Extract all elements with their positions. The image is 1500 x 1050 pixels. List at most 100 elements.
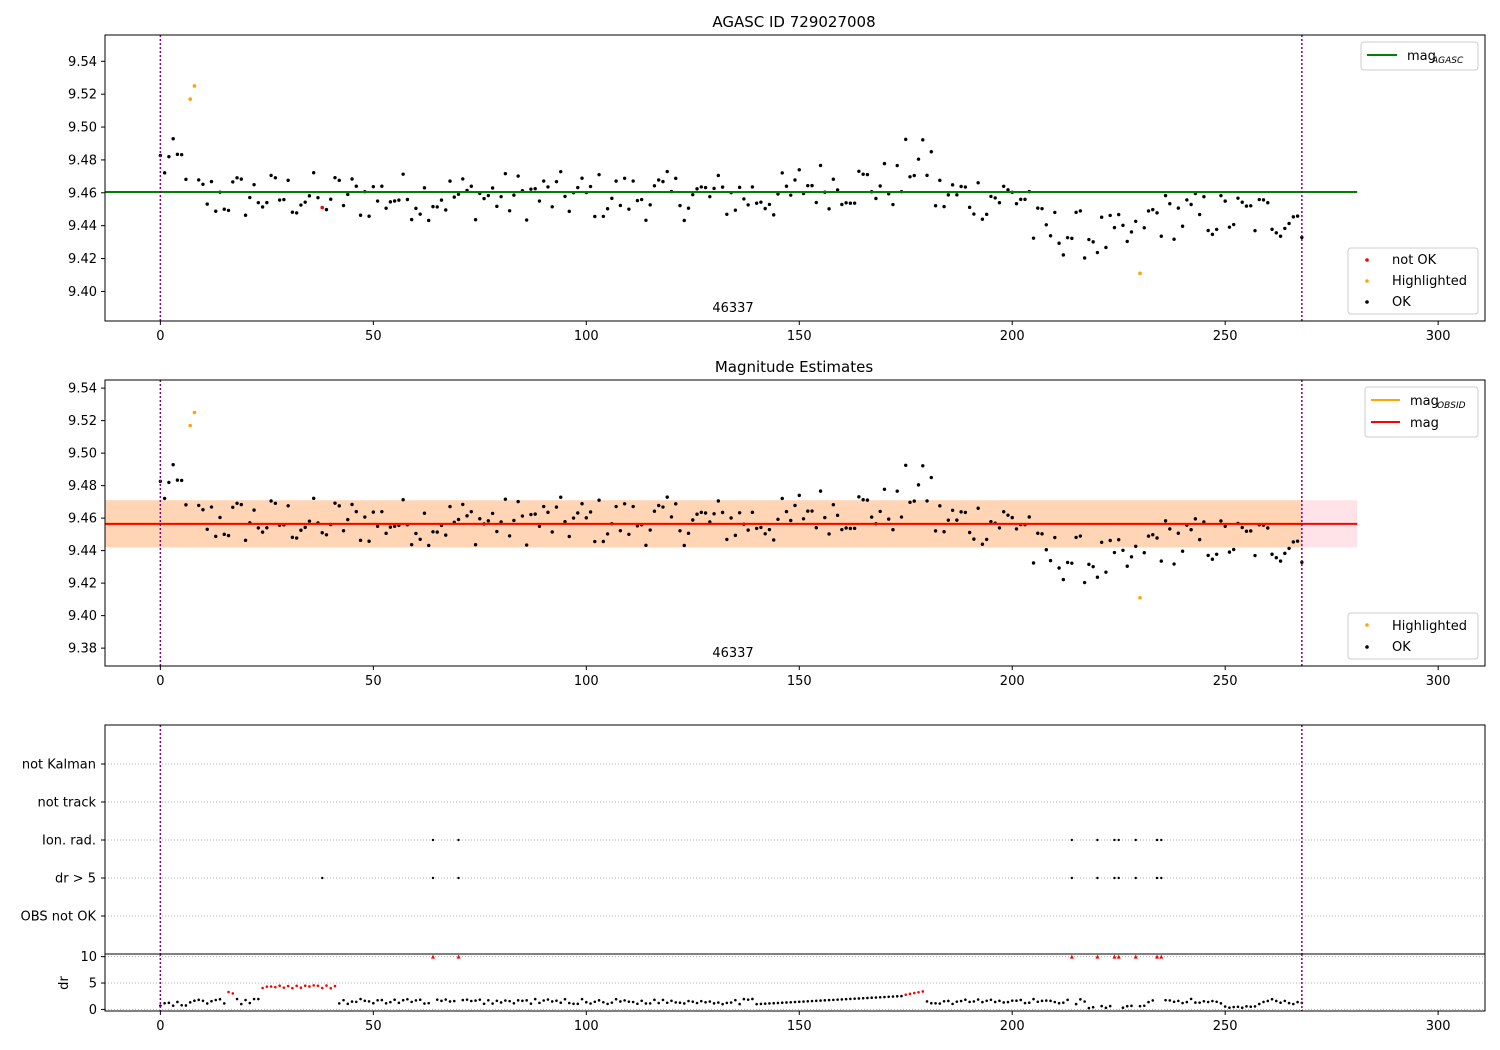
ok-point — [559, 495, 563, 499]
ok-point — [486, 519, 491, 523]
ok-point — [1274, 556, 1278, 560]
ok-point — [946, 518, 951, 522]
ok-point — [746, 528, 750, 532]
ok-point — [1214, 552, 1219, 557]
ok-point — [1287, 221, 1291, 226]
ok-point — [452, 195, 456, 199]
agasc-ytick-label: 9.44 — [68, 219, 97, 234]
ok-point — [925, 499, 929, 503]
dr-point — [891, 995, 895, 998]
ok-point — [972, 537, 976, 541]
dr-point — [482, 1002, 486, 1006]
ok-point — [776, 517, 780, 521]
ok-point — [529, 512, 533, 517]
ok-point — [601, 214, 606, 219]
ok-point — [1125, 239, 1129, 244]
estimates-panel: Magnitude Estimates 46337 9.38 9.40 9.42 9.… — [68, 358, 1486, 689]
legend-mag-agasc-sub: AGASC — [1431, 56, 1464, 66]
ok-point — [554, 179, 559, 184]
ok-point — [175, 478, 180, 482]
ok-point — [861, 498, 865, 502]
ok-point — [1172, 562, 1176, 566]
ok-point — [840, 527, 844, 532]
dr-axes-frame — [104, 953, 1486, 1012]
ok-point — [1023, 197, 1027, 202]
ok-point — [431, 204, 435, 209]
ok-point — [418, 537, 422, 541]
ok-point — [1074, 535, 1078, 540]
ok-point — [1240, 525, 1244, 530]
ok-point — [486, 193, 491, 198]
dr-capped-marker — [1133, 954, 1138, 959]
dr-point — [738, 1002, 741, 1006]
dr-point — [759, 1002, 763, 1006]
ok-point — [482, 196, 486, 201]
ok-point — [248, 195, 252, 200]
dr-point — [474, 999, 477, 1002]
ok-point — [869, 515, 874, 519]
dr-point — [235, 997, 239, 1001]
ok-point — [635, 198, 640, 203]
dr-point — [363, 999, 367, 1003]
ok-point — [967, 530, 972, 535]
agasc-ytick-label: 9.42 — [68, 252, 97, 267]
ok-point — [1091, 564, 1095, 569]
dr-point — [1296, 1000, 1299, 1004]
dr-point — [1194, 1001, 1197, 1004]
dr-high-point — [308, 985, 311, 988]
ok-point — [772, 213, 776, 217]
dr-point — [814, 999, 818, 1003]
dr-point — [1279, 1001, 1282, 1005]
ok-point — [1087, 237, 1091, 242]
agasc-xtick-label: 50 — [365, 329, 382, 344]
dr-point — [244, 998, 247, 1002]
dr-capped-marker — [1069, 954, 1074, 959]
dr-point — [938, 1002, 942, 1005]
estimates-obsid-label: 46337 — [712, 646, 753, 661]
dr-point — [444, 998, 448, 1001]
ok-point — [806, 183, 810, 188]
ok-point — [733, 208, 738, 212]
ok-point — [503, 497, 508, 501]
ok-point — [1006, 188, 1010, 192]
dr-point — [947, 999, 950, 1003]
ok-point — [1061, 253, 1066, 257]
ok-point — [1044, 548, 1048, 552]
ok-point — [1253, 228, 1257, 233]
dr-high-point — [325, 984, 328, 987]
ok-point — [1300, 235, 1304, 240]
dr-point — [461, 998, 465, 1002]
dr-point — [1287, 1001, 1291, 1005]
dr-point — [542, 999, 546, 1002]
ok-point — [1172, 237, 1176, 241]
ok-point — [1065, 235, 1070, 240]
ok-point — [921, 138, 925, 142]
dr-capped-marker — [456, 954, 461, 959]
dr-point — [674, 1001, 678, 1004]
ok-point — [895, 489, 899, 493]
ok-point — [1244, 204, 1249, 208]
ok-point — [546, 185, 550, 189]
ok-point — [1095, 250, 1100, 255]
dr-point — [580, 997, 584, 1001]
ok-point — [1232, 547, 1236, 552]
ok-point — [1082, 256, 1087, 260]
dr-high-point — [303, 984, 307, 987]
ok-point — [329, 197, 333, 201]
dr-point — [704, 1001, 707, 1004]
ok-point — [674, 502, 678, 506]
dr-point — [619, 1000, 622, 1003]
agasc-xtick-label: 250 — [1213, 329, 1238, 344]
dr-point — [648, 1002, 652, 1005]
ok-point — [559, 169, 563, 174]
ok-point — [1117, 537, 1121, 542]
legend-highlighted-label: Highlighted — [1392, 274, 1467, 289]
agasc-point-legend: not OK Highlighted OK — [1347, 247, 1479, 315]
dr-point — [418, 998, 422, 1001]
ok-point — [686, 206, 691, 210]
ok-point — [1044, 223, 1048, 227]
ok-point — [933, 203, 938, 208]
ok-point — [627, 532, 631, 537]
ok-point — [324, 207, 329, 212]
dr-point — [900, 994, 903, 998]
